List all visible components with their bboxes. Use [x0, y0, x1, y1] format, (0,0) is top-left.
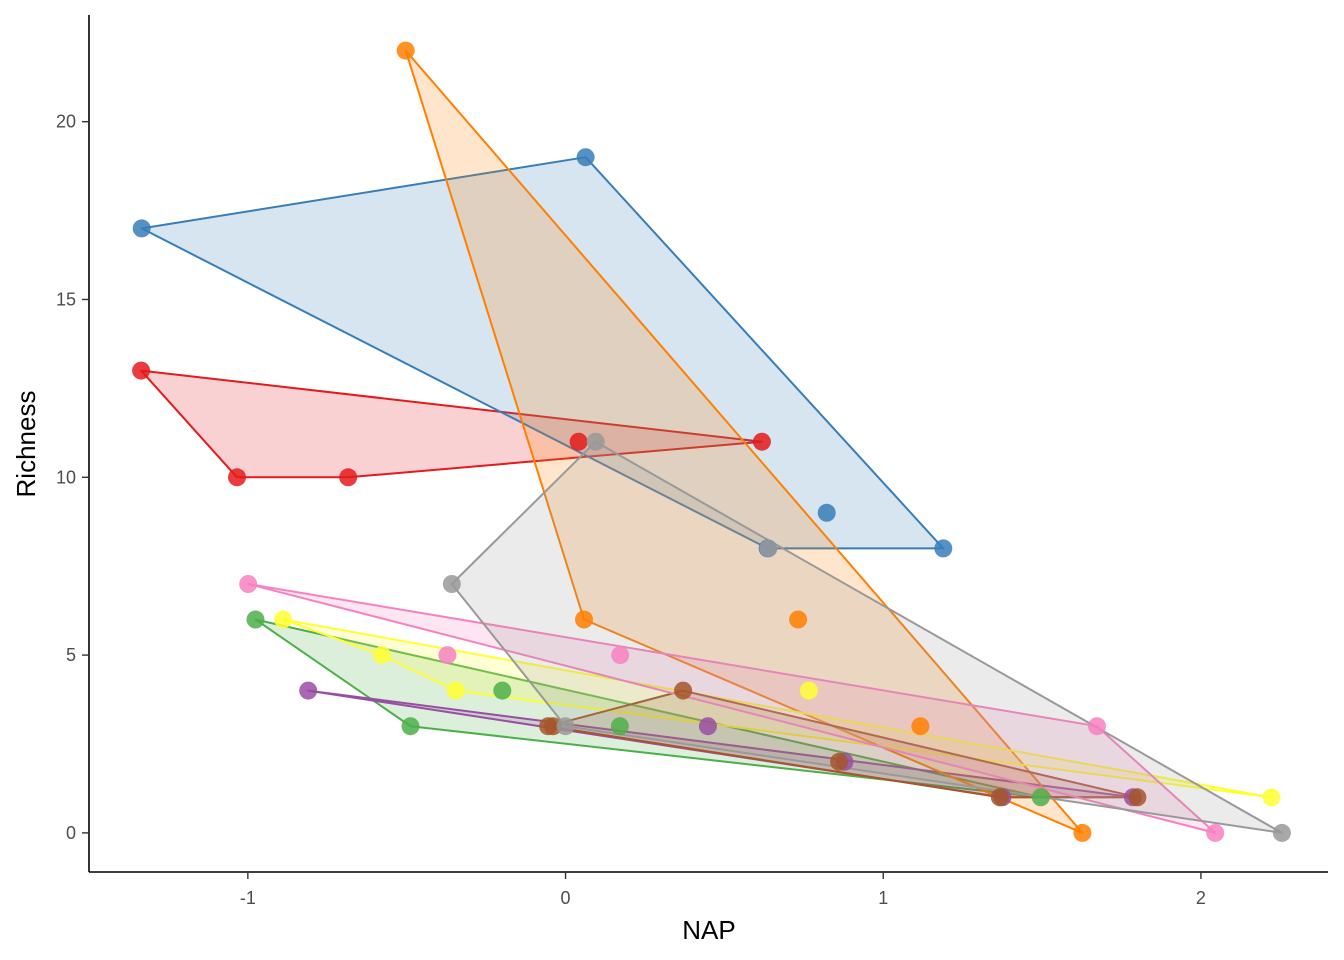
data-point-2-2: [576, 148, 595, 167]
data-point-6-2: [372, 646, 391, 665]
data-point-8-5: [1206, 823, 1225, 842]
data-point-1-5: [752, 432, 771, 451]
data-point-2-4: [817, 503, 836, 522]
data-point-7-5: [990, 788, 1009, 807]
data-point-9-1: [442, 575, 461, 593]
data-point-3-1: [246, 610, 265, 629]
data-point-1-3: [339, 468, 358, 487]
data-point-3-5: [1031, 788, 1050, 807]
data-point-5-4: [911, 717, 930, 736]
data-point-1-1: [132, 361, 151, 380]
y-axis: 0 5 10 15 20: [56, 15, 90, 872]
data-point-1-2: [228, 468, 246, 487]
data-point-2-5: [934, 539, 953, 558]
data-point-6-1: [274, 610, 293, 629]
y-tick-label: 15: [56, 289, 76, 309]
data-point-9-2: [556, 717, 575, 736]
data-point-3-4: [610, 717, 629, 736]
data-point-9-4: [759, 539, 778, 558]
data-point-8-2: [438, 646, 457, 665]
y-ticks: 0 5 10 15 20: [56, 112, 89, 843]
data-point-6-4: [799, 681, 818, 700]
y-axis-title: Richness: [11, 391, 41, 498]
x-axis-title: NAP: [682, 915, 735, 945]
data-point-3-2: [401, 717, 420, 736]
data-point-9-5: [1272, 823, 1291, 842]
x-tick-label: 0: [561, 888, 571, 908]
data-point-5-2: [575, 610, 593, 629]
hull-polygon-3: [254, 618, 1042, 799]
x-ticks: -1 0 1 2: [240, 872, 1206, 908]
data-point-7-3: [674, 681, 693, 700]
data-point-5-3: [789, 610, 808, 629]
hull-polygon-8: [247, 583, 1217, 834]
data-point-4-2: [698, 717, 717, 736]
data-point-7-2: [544, 717, 563, 736]
point-layer: [132, 41, 1291, 842]
y-tick-label: 20: [56, 112, 76, 132]
data-point-4-1: [299, 681, 318, 700]
data-point-6-5: [1262, 788, 1281, 807]
data-point-2-1: [132, 219, 151, 238]
data-point-5-5: [1073, 823, 1092, 842]
data-point-3-3: [493, 681, 512, 700]
x-tick-label: 1: [878, 888, 888, 908]
data-point-8-4: [1088, 717, 1106, 736]
x-tick-label: -1: [240, 888, 256, 908]
data-point-7-4: [830, 752, 849, 771]
y-tick-label: 10: [56, 467, 76, 487]
data-point-5-1: [396, 41, 415, 60]
plot-area: [132, 41, 1291, 842]
data-point-8-1: [239, 575, 258, 593]
data-point-8-3: [611, 646, 630, 665]
data-point-6-3: [446, 681, 465, 700]
data-point-9-3: [586, 432, 605, 451]
y-tick-label: 5: [66, 645, 76, 665]
y-tick-label: 0: [66, 823, 76, 843]
hull-layer: [140, 49, 1283, 834]
data-point-1-4: [569, 432, 588, 451]
data-point-7-6: [1128, 788, 1147, 807]
x-tick-label: 2: [1196, 888, 1206, 908]
x-axis: -1 0 1 2: [89, 871, 1328, 908]
